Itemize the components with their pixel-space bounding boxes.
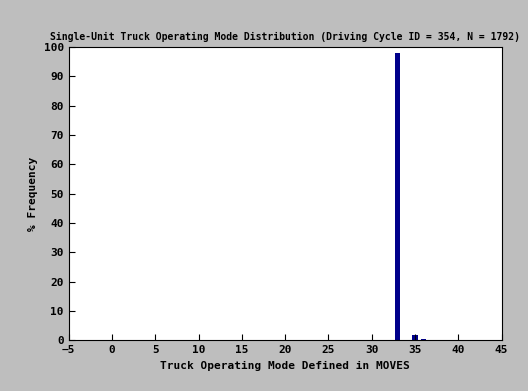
- X-axis label: Truck Operating Mode Defined in MOVES: Truck Operating Mode Defined in MOVES: [160, 361, 410, 371]
- Y-axis label: % Frequency: % Frequency: [28, 156, 38, 231]
- Bar: [395, 53, 400, 340]
- Bar: [421, 339, 426, 340]
- Bar: [412, 335, 418, 340]
- Title: Single-Unit Truck Operating Mode Distribution (Driving Cycle ID = 354, N = 1792): Single-Unit Truck Operating Mode Distrib…: [50, 32, 520, 42]
